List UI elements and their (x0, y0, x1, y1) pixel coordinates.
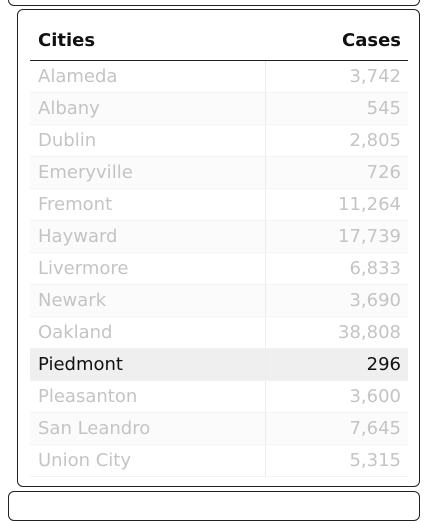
cases-cell: 296 (264, 348, 408, 381)
city-cell: Oakland (30, 316, 266, 349)
cases-cell: 3,690 (264, 284, 408, 317)
table-row[interactable]: Dublin 2,805 (30, 124, 408, 157)
table-row[interactable]: San Leandro 7,645 (30, 412, 408, 445)
table-row[interactable]: Albany 545 (30, 92, 408, 125)
table-row[interactable]: Livermore 6,833 (30, 252, 408, 285)
city-cell: Dublin (30, 124, 266, 157)
city-cell: Livermore (30, 252, 266, 285)
table-row[interactable]: Alameda 3,742 (30, 60, 408, 93)
cases-cell: 11,264 (264, 188, 408, 221)
table-body: Alameda 3,742 Albany 545 Dublin 2,805 Emeryvil… (30, 60, 408, 477)
city-cell: Newark (30, 284, 266, 317)
cases-cell: 726 (264, 156, 408, 189)
table-row[interactable]: Emeryville 726 (30, 156, 408, 189)
city-cell: Piedmont (30, 348, 266, 381)
cases-table: Cities Cases Alameda 3,742 Albany 545 Dublin… (30, 20, 408, 477)
table-row[interactable]: Fremont 11,264 (30, 188, 408, 221)
table-header-row: Cities Cases (30, 20, 408, 61)
table-row-highlighted[interactable]: Piedmont 296 (30, 348, 408, 381)
table-row[interactable]: Newark 3,690 (30, 284, 408, 317)
cases-cell: 6,833 (264, 252, 408, 285)
table-row[interactable]: Oakland 38,808 (30, 316, 408, 349)
table-row[interactable]: Pleasanton 3,600 (30, 380, 408, 413)
previous-card-edge (8, 0, 420, 6)
city-cell: Pleasanton (30, 380, 266, 413)
cases-cell: 5,315 (264, 444, 408, 477)
city-cell: Hayward (30, 220, 266, 253)
cases-cell: 7,645 (264, 412, 408, 445)
cases-cell: 17,739 (264, 220, 408, 253)
city-cell: Union City (30, 444, 266, 477)
cases-cell: 3,742 (264, 60, 408, 93)
city-cell: Fremont (30, 188, 266, 221)
column-header-cities: Cities (30, 20, 266, 61)
table-row[interactable]: Union City 5,315 (30, 444, 408, 477)
next-card-edge (8, 491, 420, 521)
cases-cell: 545 (264, 92, 408, 125)
city-cell: Albany (30, 92, 266, 125)
cases-table-card: Cities Cases Alameda 3,742 Albany 545 Dublin… (17, 9, 420, 487)
city-cell: Emeryville (30, 156, 266, 189)
city-cell: San Leandro (30, 412, 266, 445)
city-cell: Alameda (30, 60, 266, 93)
cases-cell: 2,805 (264, 124, 408, 157)
column-header-cases: Cases (265, 20, 408, 61)
cases-cell: 38,808 (264, 316, 408, 349)
table-row[interactable]: Hayward 17,739 (30, 220, 408, 253)
cases-cell: 3,600 (264, 380, 408, 413)
